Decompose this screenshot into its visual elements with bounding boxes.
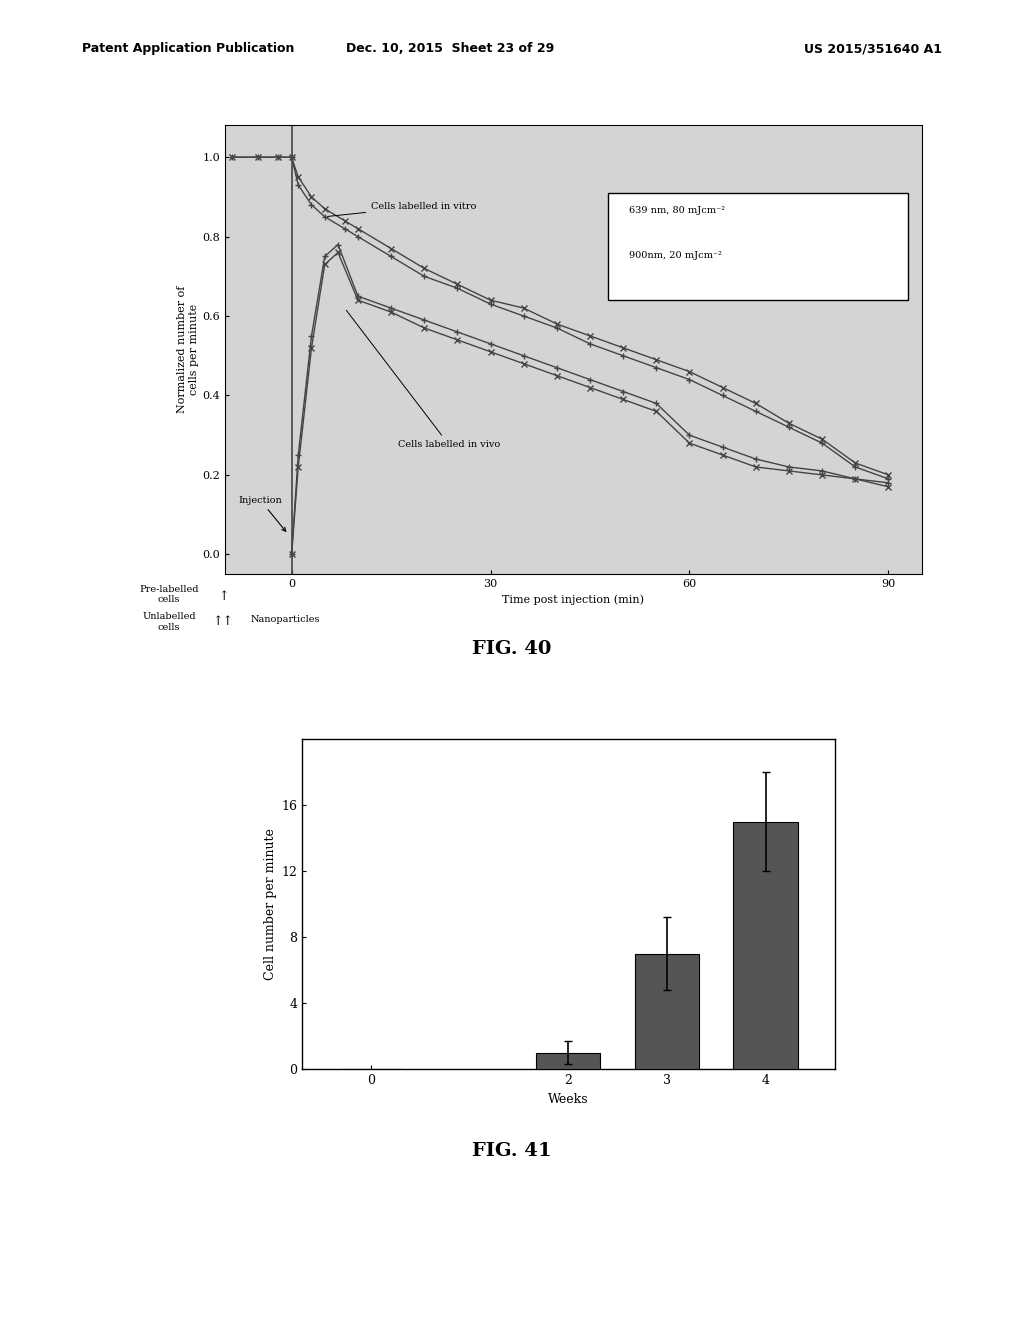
Text: Injection: Injection [239,496,286,532]
Bar [635,953,699,1069]
Text: Pre-labelled
cells: Pre-labelled cells [139,585,199,605]
Text: Cells labelled in vivo: Cells labelled in vivo [346,310,500,449]
Text: US 2015/351640 A1: US 2015/351640 A1 [804,42,942,55]
FancyBboxPatch shape [608,193,907,301]
Text: 639 nm, 80 mJcm⁻²: 639 nm, 80 mJcm⁻² [629,206,725,215]
Text: Unlabelled
cells: Unlabelled cells [142,612,196,632]
X-axis label: Time post injection (min): Time post injection (min) [503,594,644,605]
Text: FIG. 40: FIG. 40 [472,640,552,659]
Text: ↑: ↑ [218,590,228,603]
Text: Patent Application Publication: Patent Application Publication [82,42,294,55]
Text: Nanoparticles: Nanoparticles [251,615,321,624]
Bar [537,1053,600,1069]
Bar [733,821,798,1069]
Y-axis label: Cell number per minute: Cell number per minute [264,828,278,981]
Text: 900nm, 20 mJcm⁻²: 900nm, 20 mJcm⁻² [629,251,722,260]
Text: Dec. 10, 2015  Sheet 23 of 29: Dec. 10, 2015 Sheet 23 of 29 [346,42,555,55]
Text: ↑↑: ↑↑ [213,615,233,628]
Y-axis label: Normalized number of
cells per minute: Normalized number of cells per minute [177,286,199,413]
Text: Cells labelled in vitro: Cells labelled in vitro [328,202,476,216]
X-axis label: Weeks: Weeks [548,1093,589,1106]
Text: FIG. 41: FIG. 41 [472,1142,552,1160]
